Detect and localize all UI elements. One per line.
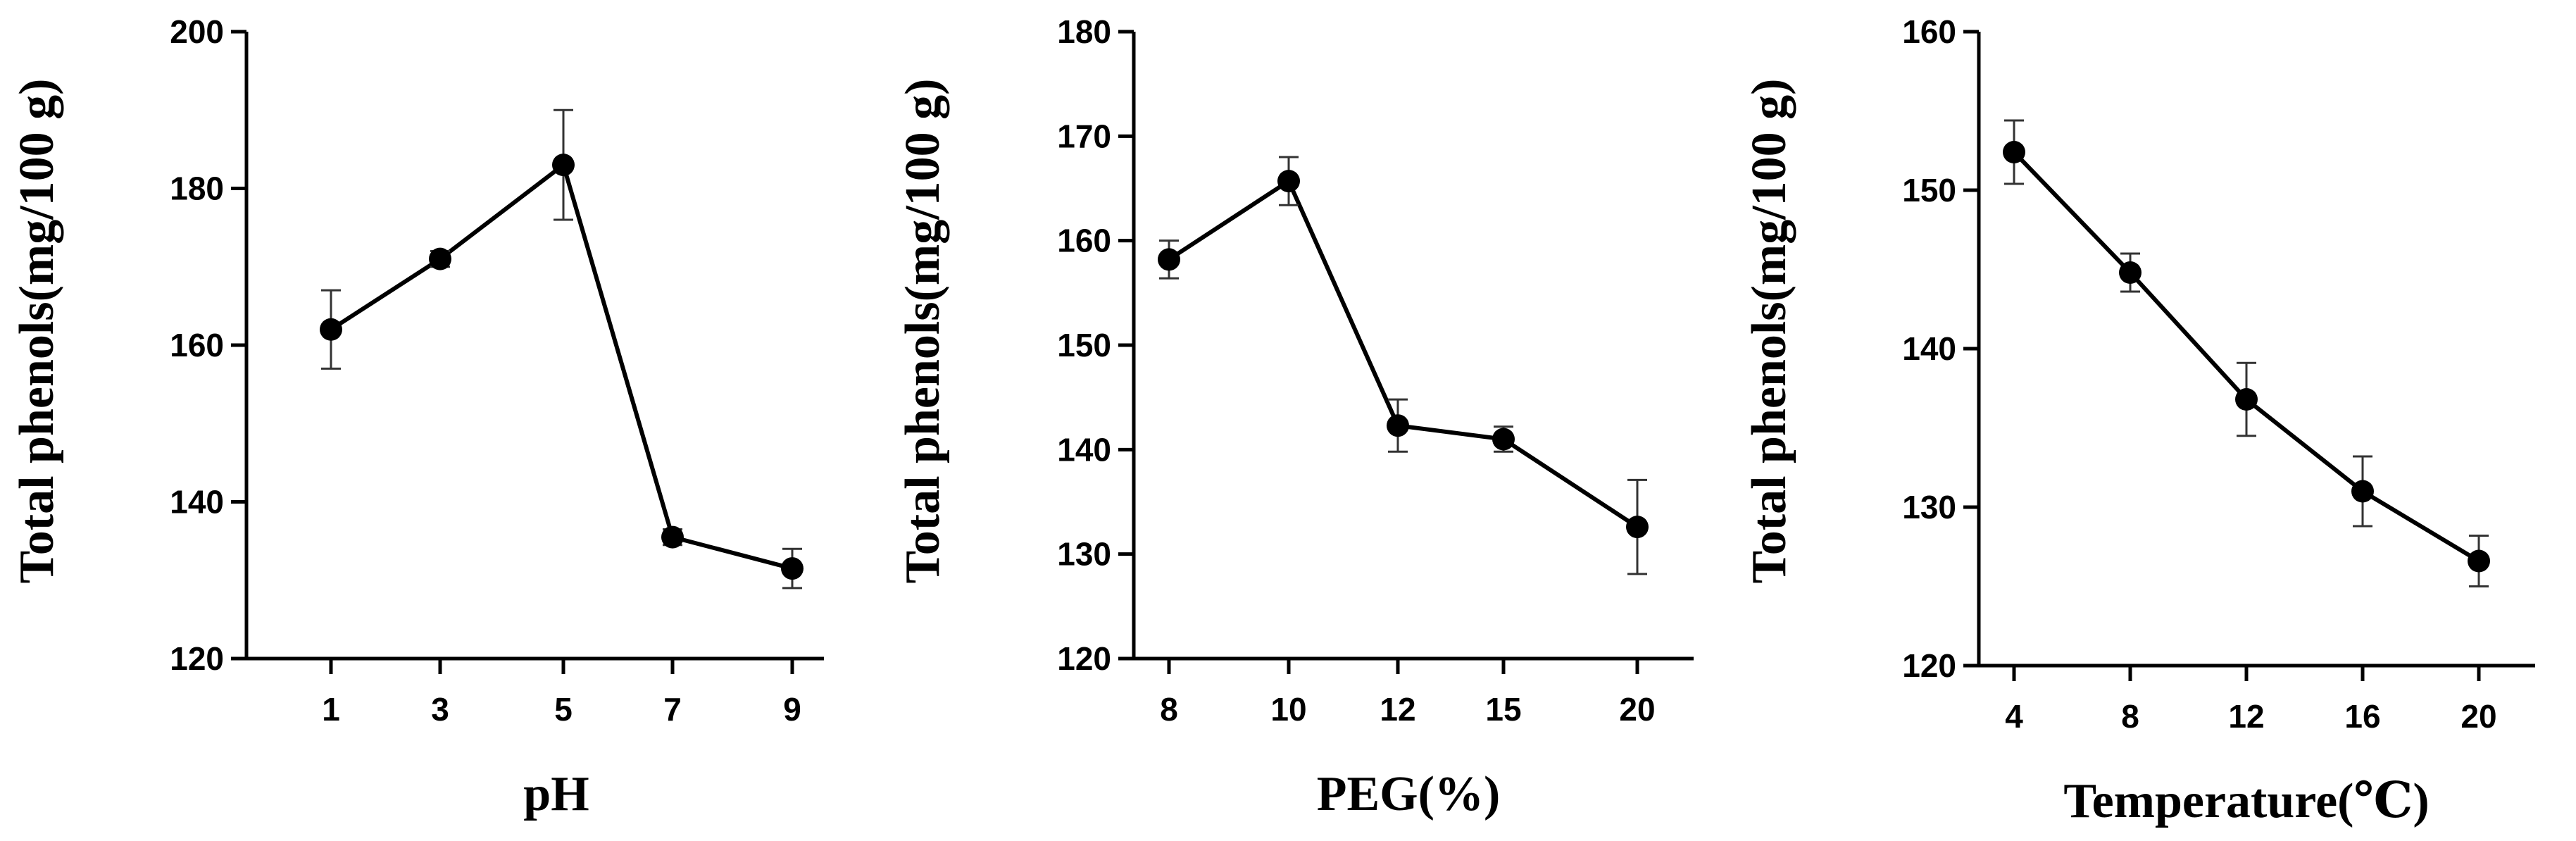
y-tick-label: 130 xyxy=(1057,536,1111,573)
data-series xyxy=(1158,156,1649,575)
y-tick-label: 120 xyxy=(1902,647,1956,684)
data-point xyxy=(1277,170,1300,193)
data-point xyxy=(2119,261,2142,284)
x-tick-label: 20 xyxy=(1619,691,1655,728)
x-tick-label: 1 xyxy=(322,691,340,728)
data-point xyxy=(1158,248,1180,271)
data-point xyxy=(2235,388,2258,411)
data-point xyxy=(2351,480,2374,503)
series-line xyxy=(330,161,793,571)
x-tick-label: 10 xyxy=(1270,691,1306,728)
data-point xyxy=(1492,428,1515,451)
y-axis-title: Total phenols(mg/100 g) xyxy=(10,79,64,584)
y-tick-label: 180 xyxy=(170,170,224,207)
y-tick-label: 160 xyxy=(170,327,224,363)
axes: 120 140 160 180 200 1 3 5 7 9 xyxy=(170,13,824,728)
x-tick-label: 8 xyxy=(1160,691,1178,728)
y-tick-label: 120 xyxy=(1057,640,1111,677)
data-series xyxy=(2003,119,2490,587)
chart-panel-peg: Total phenols(mg/100 g) PEG(%) 120 130 140… xyxy=(896,13,1694,821)
x-tick-label: 12 xyxy=(2228,698,2264,735)
chart-panel-ph: Total phenols(mg/100 g) pH 120 140 160 180 2… xyxy=(10,13,824,821)
x-tick-label: 8 xyxy=(2121,698,2139,735)
y-tick-label: 140 xyxy=(1057,431,1111,468)
data-point xyxy=(552,154,575,177)
series-line xyxy=(2012,150,2480,563)
x-tick-label: 9 xyxy=(783,691,801,728)
data-point xyxy=(781,557,804,580)
x-tick-label: 12 xyxy=(1380,691,1415,728)
data-series xyxy=(320,108,804,590)
x-axis-title: pH xyxy=(523,767,589,821)
x-tick-label: 3 xyxy=(431,691,449,728)
data-point xyxy=(429,247,451,270)
x-tick-label: 15 xyxy=(1485,691,1521,728)
axes: 120 130 140 150 160 170 180 8 10 12 15 20 xyxy=(1057,13,1694,728)
y-tick-label: 130 xyxy=(1902,489,1956,525)
chart-panel-temperature: Total phenols(mg/100 g) Temperature(℃) 1… xyxy=(1742,13,2535,828)
data-point xyxy=(2468,549,2490,573)
data-point xyxy=(1387,414,1409,437)
x-tick-label: 16 xyxy=(2344,698,2380,735)
axes: 120 130 140 150 160 4 8 12 16 20 xyxy=(1902,13,2535,735)
x-axis-title: PEG(%) xyxy=(1317,767,1501,821)
x-tick-label: 4 xyxy=(2005,698,2023,735)
y-axis-title: Total phenols(mg/100 g) xyxy=(1742,79,1796,584)
y-axis-title: Total phenols(mg/100 g) xyxy=(896,79,950,584)
y-tick-label: 140 xyxy=(1902,330,1956,367)
x-tick-label: 7 xyxy=(663,691,682,728)
y-tick-label: 120 xyxy=(170,640,224,677)
series-line xyxy=(1168,177,1639,529)
y-tick-label: 160 xyxy=(1057,223,1111,259)
x-tick-label: 20 xyxy=(2461,698,2496,735)
data-point xyxy=(320,318,342,341)
y-tick-label: 160 xyxy=(1902,13,1956,50)
y-tick-label: 150 xyxy=(1902,172,1956,208)
data-point xyxy=(2003,141,2025,163)
x-axis-title: Temperature(℃) xyxy=(2063,774,2429,828)
y-tick-label: 180 xyxy=(1057,13,1111,50)
y-tick-label: 150 xyxy=(1057,327,1111,363)
data-point xyxy=(1626,516,1649,539)
x-tick-label: 5 xyxy=(554,691,573,728)
y-tick-label: 170 xyxy=(1057,118,1111,154)
y-tick-label: 200 xyxy=(170,13,224,50)
data-point xyxy=(661,525,684,549)
y-tick-label: 140 xyxy=(170,484,224,521)
